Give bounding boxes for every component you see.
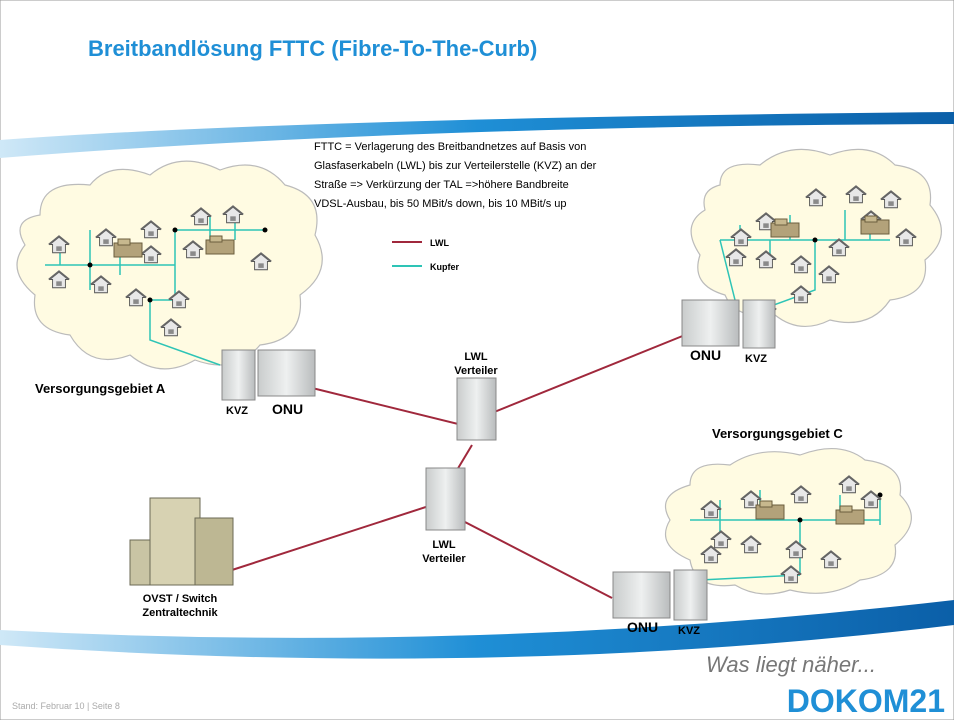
- area-label: Versorgungsgebiet C: [712, 426, 843, 441]
- node-label: KVZ: [226, 405, 248, 417]
- node-label: KVZ: [678, 625, 700, 637]
- footer-text: Stand: Februar 10 | Seite 8: [12, 701, 120, 711]
- area-label: Versorgungsgebiet A: [35, 381, 166, 396]
- description-line: Straße => Verkürzung der TAL =>höhere Ba…: [314, 179, 569, 191]
- description-line: VDSL-Ausbau, bis 50 MBit/s down, bis 10 …: [314, 198, 567, 210]
- node-label: ONU: [690, 347, 721, 363]
- legend-label: Kupfer: [430, 262, 459, 272]
- node-label: ONU: [627, 619, 658, 635]
- description-line: Glasfaserkabeln (LWL) bis zur Verteilers…: [314, 160, 597, 172]
- description-line: FTTC = Verlagerung des Breitbandnetzes a…: [314, 141, 586, 153]
- slide: Breitbandlösung FTTC (Fibre-To-The-Curb)…: [0, 0, 954, 720]
- node-label: KVZ: [745, 353, 767, 365]
- slide-title: Breitbandlösung FTTC (Fibre-To-The-Curb): [88, 36, 537, 61]
- legend-label: LWL: [430, 238, 449, 248]
- logo: DOKOM21: [787, 683, 945, 719]
- node-label: ONU: [272, 401, 303, 417]
- slogan: Was liegt näher...: [706, 652, 876, 677]
